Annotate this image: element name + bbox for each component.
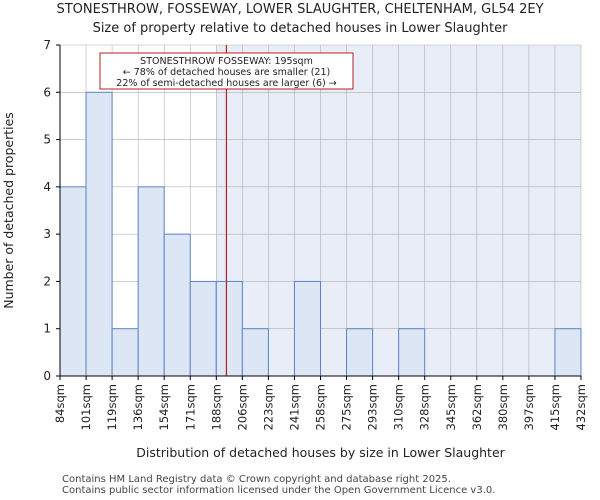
y-tick-label: 6 [43, 85, 51, 99]
x-tick-label: 101sqm [79, 384, 93, 430]
x-tick-label: 345sqm [444, 384, 458, 430]
histogram-bar [398, 328, 426, 377]
x-tick-label: 328sqm [418, 384, 432, 430]
x-tick-label: 397sqm [522, 384, 536, 430]
histogram-bar [163, 233, 191, 377]
annotation-line: 22% of semi-detached houses are larger (… [116, 78, 336, 89]
histogram-bar [137, 186, 165, 377]
x-tick-label: 223sqm [261, 384, 275, 430]
x-tick-label: 380sqm [496, 384, 510, 430]
histogram-bar [554, 328, 582, 377]
x-tick-label: 154sqm [157, 384, 171, 430]
histogram-bar [293, 280, 322, 377]
x-tick-label: 171sqm [183, 384, 197, 430]
x-tick-label: 362sqm [470, 384, 484, 430]
chart-subtitle: Size of property relative to detached ho… [92, 21, 508, 36]
y-tick-label: 5 [43, 133, 51, 147]
histogram-bar [59, 186, 87, 377]
y-tick-label: 2 [43, 274, 51, 288]
x-tick-label: 119sqm [105, 384, 119, 430]
x-tick-label: 206sqm [235, 384, 249, 430]
x-tick-label: 136sqm [131, 384, 145, 430]
y-tick-label: 4 [43, 180, 51, 194]
x-axis-title: Distribution of detached houses by size … [136, 445, 505, 460]
y-tick-label: 3 [43, 227, 51, 241]
y-tick-label: 0 [43, 369, 51, 383]
histogram-bar [346, 328, 374, 377]
annotation-box [99, 52, 354, 90]
histogram-bar [241, 328, 269, 377]
histogram-bar [215, 280, 243, 377]
x-tick-label: 275sqm [340, 384, 354, 430]
x-tick-label: 188sqm [209, 384, 223, 430]
y-axis-title: Number of detached properties [1, 112, 16, 309]
histogram-bar [189, 280, 217, 377]
chart-title: STONESTHROW, FOSSEWAY, LOWER SLAUGHTER, … [56, 2, 544, 17]
x-tick-label: 310sqm [392, 384, 406, 430]
chart-plot: STONESTHROW FOSSEWAY: 195sqm← 78% of det… [1, 38, 588, 460]
x-tick-label: 415sqm [548, 384, 562, 430]
y-tick-label: 7 [43, 38, 51, 52]
annotation-line: STONESTHROW FOSSEWAY: 195sqm [140, 56, 313, 67]
x-tick-label: 84sqm [53, 384, 67, 423]
annotation-line: ← 78% of detached houses are smaller (21… [123, 67, 330, 78]
footer-licence: Contains public sector information licen… [62, 485, 496, 496]
histogram-bar [111, 328, 139, 377]
x-tick-label: 241sqm [287, 384, 301, 430]
y-tick-label: 1 [43, 322, 51, 336]
x-tick-label: 258sqm [314, 384, 328, 430]
footer-copyright: Contains HM Land Registry data © Crown c… [62, 474, 451, 485]
histogram-bar [85, 91, 113, 377]
x-tick-label: 293sqm [366, 384, 380, 430]
x-tick-label: 432sqm [574, 384, 588, 430]
